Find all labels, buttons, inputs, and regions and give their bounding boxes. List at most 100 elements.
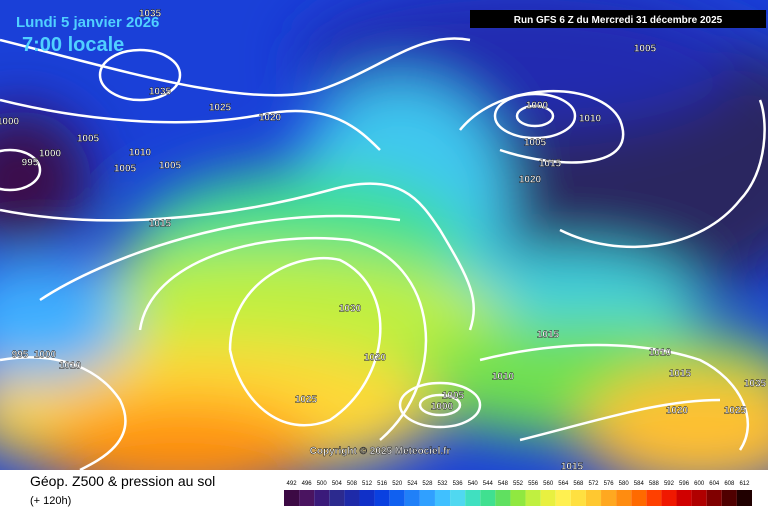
isobar-label: 1035 bbox=[149, 87, 172, 98]
isobar-label: 1005 bbox=[442, 391, 465, 402]
legend-swatch bbox=[540, 490, 556, 506]
legend-swatch bbox=[299, 490, 315, 506]
footer-lead: (+ 120h) bbox=[30, 495, 71, 507]
legend-swatch bbox=[480, 490, 496, 506]
legend-swatch bbox=[359, 490, 375, 506]
legend-label: 524 bbox=[407, 481, 418, 487]
isobar-label: 1030 bbox=[339, 304, 362, 315]
isobar-label: 1015 bbox=[539, 159, 562, 170]
legend-label: 592 bbox=[664, 481, 675, 487]
footer-title: Géop. Z500 & pression au sol bbox=[30, 473, 215, 489]
isobar-label: 1005 bbox=[634, 44, 657, 55]
legend-swatch bbox=[631, 490, 647, 506]
legend-swatch bbox=[495, 490, 511, 506]
legend-label: 492 bbox=[287, 481, 298, 487]
legend-label: 604 bbox=[709, 481, 720, 487]
isobar-label: 1015 bbox=[537, 330, 560, 341]
isobar-label: 1020 bbox=[259, 113, 282, 124]
legend-swatch bbox=[329, 490, 345, 506]
isobar-label: 995 bbox=[22, 158, 39, 169]
date-label: Lundi 5 janvier 2026 bbox=[16, 14, 159, 31]
legend-label: 584 bbox=[634, 481, 645, 487]
legend-swatch bbox=[721, 490, 737, 506]
isobar-label: 1010 bbox=[649, 348, 672, 359]
legend-swatch bbox=[284, 490, 300, 506]
legend-label: 612 bbox=[739, 481, 750, 487]
legend-label: 568 bbox=[573, 481, 584, 487]
legend-swatch bbox=[525, 490, 541, 506]
legend-label: 520 bbox=[392, 481, 403, 487]
legend-swatch bbox=[570, 490, 586, 506]
legend-swatch bbox=[676, 490, 692, 506]
isobar-label: 1025 bbox=[724, 406, 747, 417]
isobar-label: 1015 bbox=[561, 462, 584, 473]
legend-label: 580 bbox=[619, 481, 630, 487]
isobar-label: 1005 bbox=[159, 161, 182, 172]
isobar-label: 1025 bbox=[209, 103, 232, 114]
isobar-label: 995 bbox=[12, 350, 29, 361]
legend-swatch bbox=[465, 490, 481, 506]
legend-label: 596 bbox=[679, 481, 690, 487]
legend-label: 536 bbox=[453, 481, 464, 487]
legend-label: 564 bbox=[558, 481, 569, 487]
legend-label: 560 bbox=[543, 481, 554, 487]
time-label: 7:00 locale bbox=[22, 34, 124, 56]
legend-label: 576 bbox=[604, 481, 615, 487]
legend-label: 512 bbox=[362, 481, 373, 487]
isobar-label: 1020 bbox=[666, 406, 689, 417]
legend-label: 540 bbox=[468, 481, 479, 487]
isobar-label: 1005 bbox=[524, 138, 547, 149]
isobar-label: 1000 bbox=[34, 350, 57, 361]
legend-label: 572 bbox=[588, 481, 599, 487]
legend-label: 528 bbox=[422, 481, 433, 487]
legend-swatch bbox=[585, 490, 602, 506]
legend-swatch bbox=[601, 490, 617, 506]
isobar-label: 1010 bbox=[492, 372, 515, 383]
legend-swatch bbox=[736, 490, 752, 506]
isobar-label: 1000 bbox=[431, 402, 454, 413]
isobar-label: 1010 bbox=[579, 114, 602, 125]
legend-swatch bbox=[555, 490, 571, 506]
legend-swatch bbox=[450, 490, 466, 506]
isobar-label: 1000 bbox=[0, 117, 20, 128]
legend-label: 508 bbox=[347, 481, 358, 487]
isobars bbox=[0, 37, 766, 470]
legend-label: 556 bbox=[528, 481, 539, 487]
isobar-label: 1035 bbox=[139, 9, 162, 20]
legend-swatch bbox=[510, 490, 526, 506]
isobar-label: 1000 bbox=[526, 101, 549, 112]
legend-label: 500 bbox=[317, 481, 328, 487]
legend-swatch bbox=[706, 490, 722, 506]
isobar-label: 1005 bbox=[77, 134, 100, 145]
legend-swatch bbox=[389, 490, 405, 506]
legend-label: 552 bbox=[513, 481, 524, 487]
isobar-label: 1020 bbox=[519, 175, 542, 186]
field bbox=[0, 0, 768, 470]
isobar-label: 1000 bbox=[39, 149, 62, 160]
legend-swatch bbox=[661, 490, 677, 506]
legend-label: 516 bbox=[377, 481, 388, 487]
isobar-label: 1020 bbox=[364, 353, 387, 364]
legend-swatch bbox=[434, 490, 451, 506]
legend-swatch bbox=[646, 490, 662, 506]
isobar-label: 1015 bbox=[149, 219, 172, 230]
legend-swatch bbox=[691, 490, 707, 506]
isobar-label: 1010 bbox=[129, 148, 152, 159]
legend-swatch bbox=[419, 490, 435, 506]
isobar-label: 1005 bbox=[114, 164, 137, 175]
isobar-labels: 1035103510251020100010051000101010051005… bbox=[0, 8, 767, 473]
copyright: Copyright © 2025 Meteociel.fr bbox=[310, 446, 451, 457]
legend-swatch bbox=[404, 490, 420, 506]
legend-label: 496 bbox=[302, 481, 313, 487]
run-box bbox=[470, 10, 766, 28]
run-label: Run GFS 6 Z du Mercredi 31 décembre 2025 bbox=[514, 15, 723, 26]
isobar-label: 1035 bbox=[744, 379, 767, 390]
legend-label: 504 bbox=[332, 481, 343, 487]
legend-label: 600 bbox=[694, 481, 705, 487]
legend-swatch bbox=[616, 490, 632, 506]
legend-label: 608 bbox=[724, 481, 735, 487]
legend-label: 588 bbox=[649, 481, 660, 487]
legend-swatch bbox=[374, 490, 390, 506]
legend-label: 548 bbox=[498, 481, 509, 487]
